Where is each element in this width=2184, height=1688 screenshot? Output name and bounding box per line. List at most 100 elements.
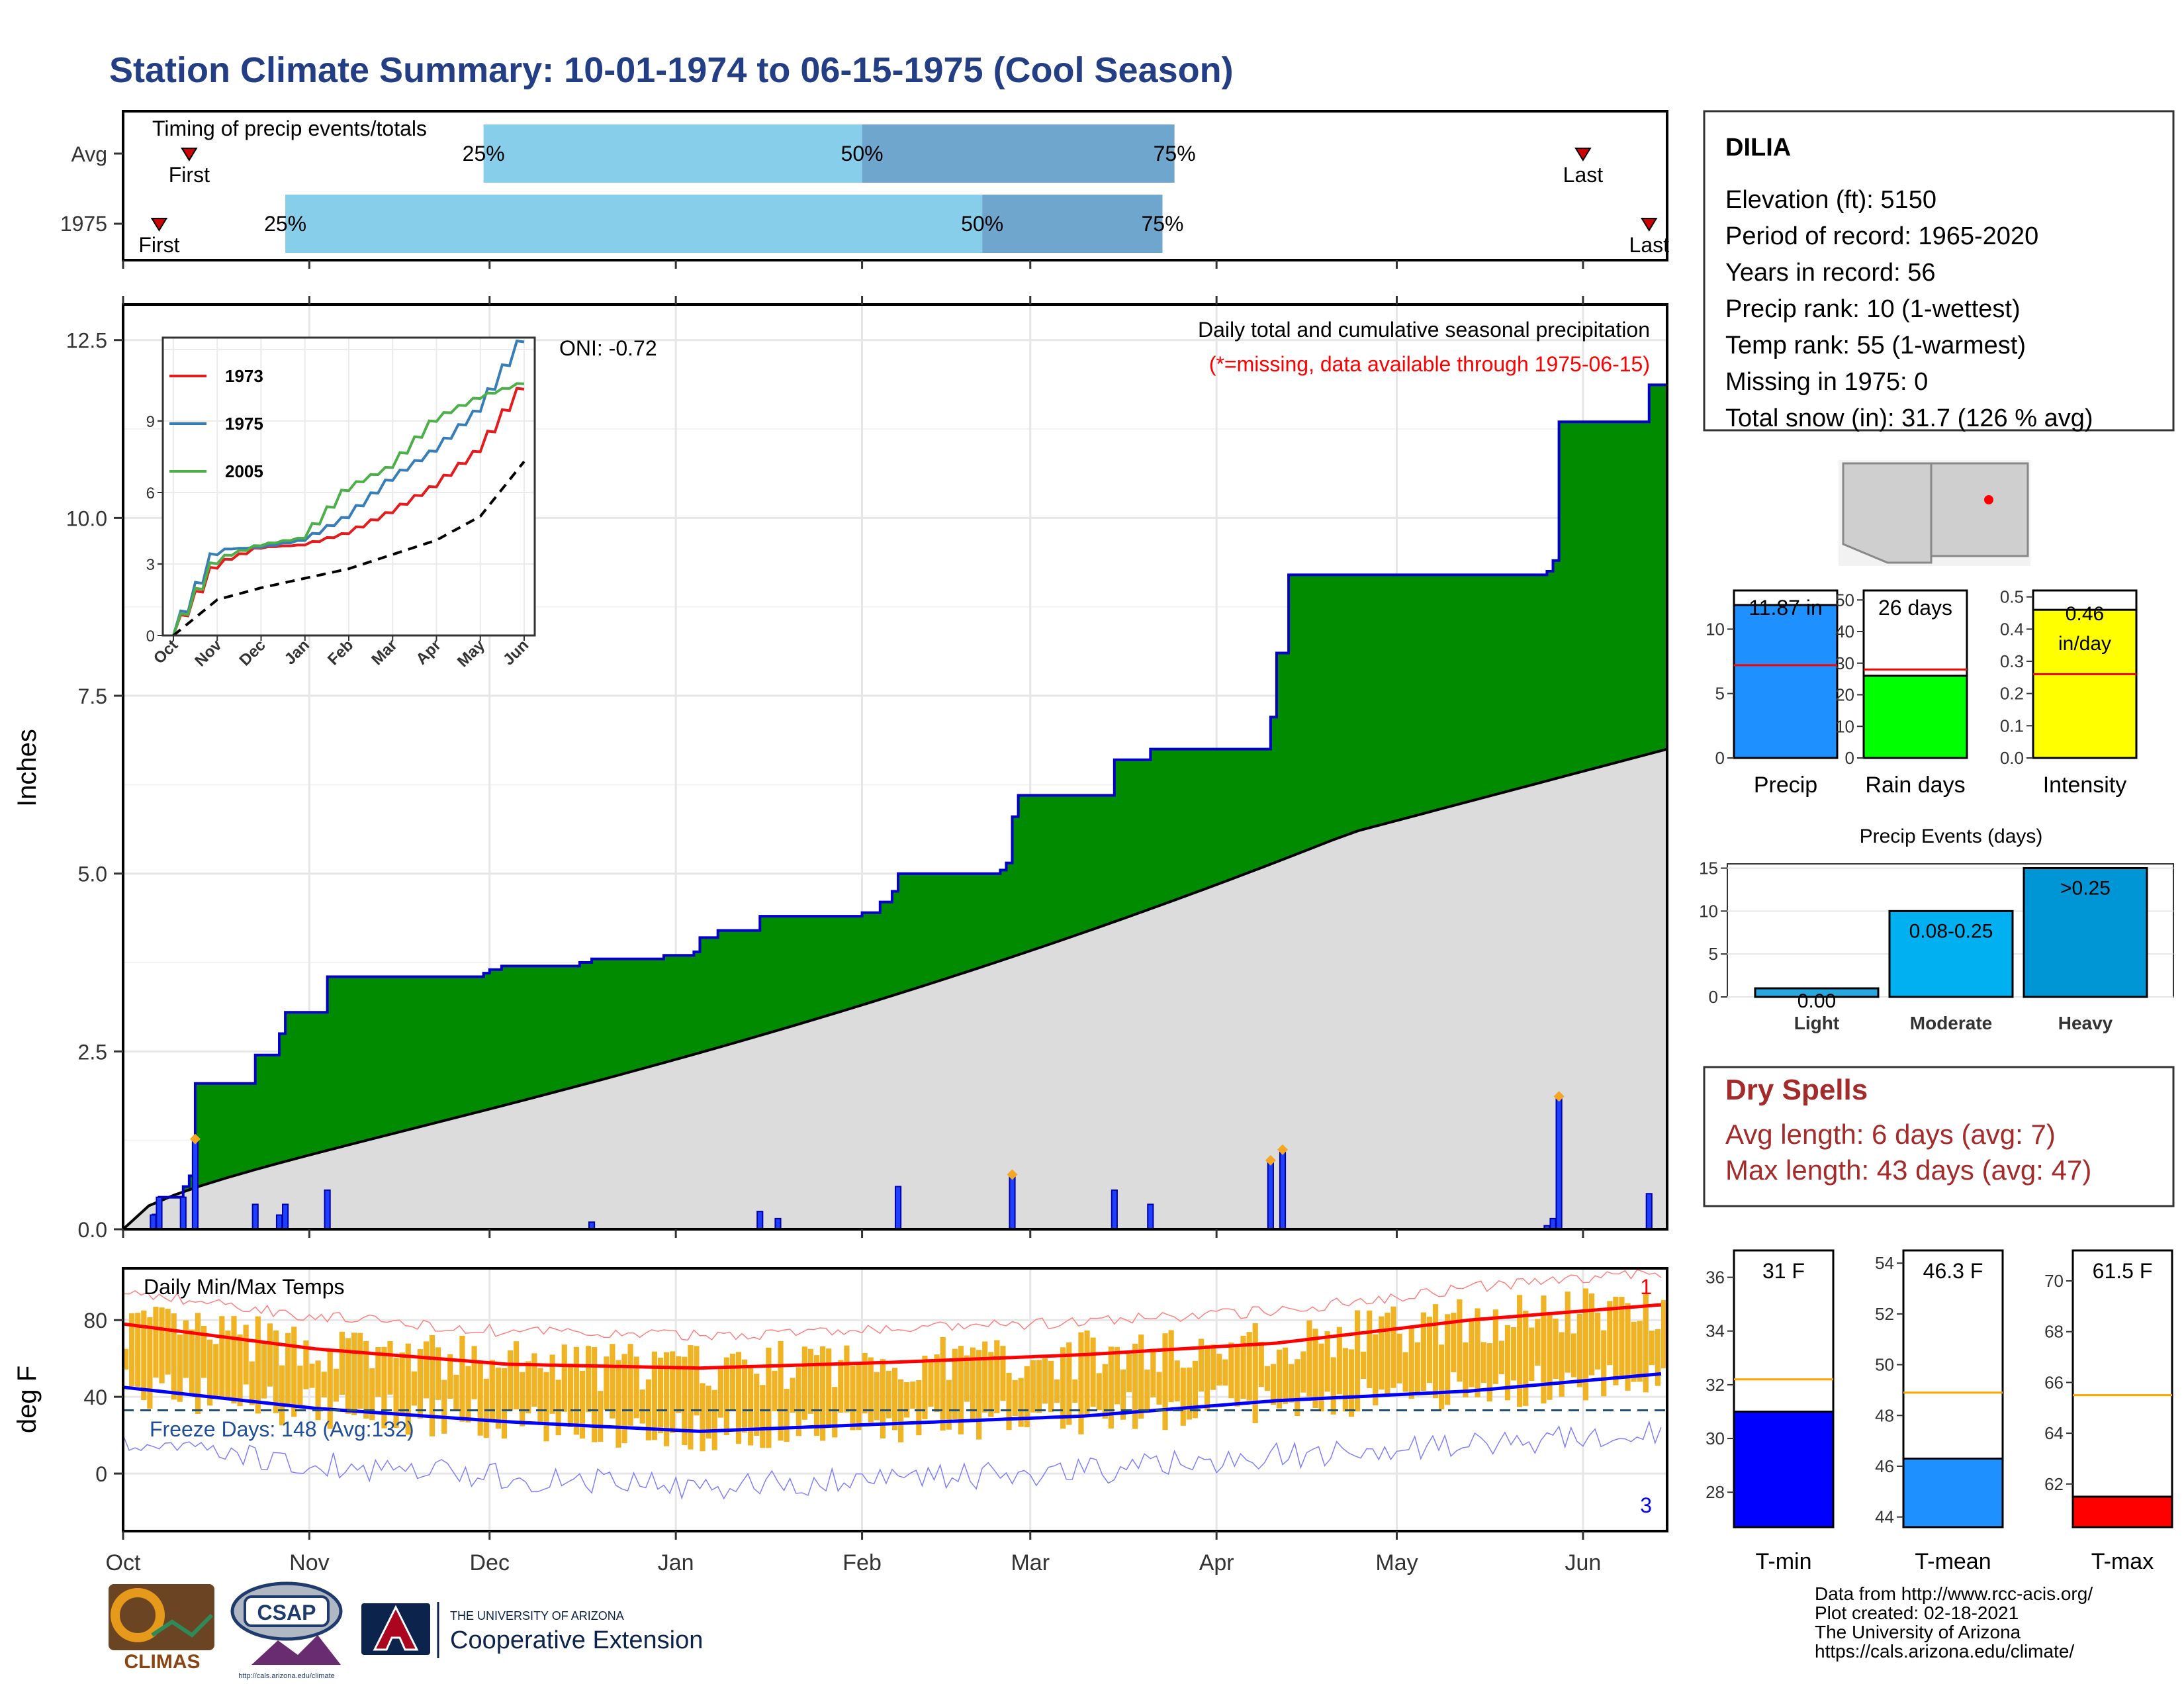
- daily-temp-bar: [705, 1385, 711, 1439]
- precip-areas: [122, 383, 1668, 1231]
- daily-temp-bar: [1426, 1317, 1433, 1383]
- events-bar-label: 0.00: [1797, 990, 1836, 1012]
- freeze-days-label: Freeze Days: 148 (Avg:132): [150, 1417, 414, 1441]
- daily-temp-bar: [754, 1374, 760, 1436]
- events-tick-label: 0: [1709, 987, 1718, 1007]
- csap-mountains: [251, 1635, 341, 1665]
- daily-temp-bar: [1306, 1320, 1312, 1397]
- daily-temp-bar: [676, 1356, 682, 1413]
- daily-temp-bar: [748, 1366, 754, 1446]
- daily-temp-bar: [1042, 1358, 1048, 1404]
- daily-temp-bar: [796, 1367, 801, 1436]
- daily-temp-bar: [838, 1360, 844, 1413]
- mini-bar-tick-label: 0.0: [2000, 748, 2024, 768]
- x-tick-label: Dec: [470, 1550, 510, 1575]
- events-bar-label: 0.08-0.25: [1909, 920, 1993, 942]
- daily-temp-bar: [723, 1357, 729, 1436]
- station-line: Period of record: 1965-2020: [1725, 222, 2038, 250]
- x-tick-label: Mar: [1011, 1550, 1050, 1575]
- credit-line: https://cals.arizona.edu/climate/: [1815, 1641, 2074, 1662]
- average-precip-line: [122, 747, 1668, 1231]
- inset-y-tick-label: 3: [146, 556, 155, 574]
- daily-temp-bar: [1090, 1337, 1096, 1407]
- daily-temp-bar: [1510, 1327, 1517, 1381]
- temp-summary-bar: [1902, 1457, 2004, 1528]
- cumulative-precip-line: [123, 383, 1667, 1231]
- daily-temp-bar: [1486, 1343, 1492, 1402]
- daily-temp-bar: [1541, 1295, 1547, 1404]
- daily-temp-bar: [1529, 1327, 1535, 1382]
- average-precip-area: [123, 749, 1667, 1229]
- daily-temp-bar: [598, 1391, 604, 1442]
- events-tick-label: 5: [1709, 944, 1718, 964]
- daily-temp-bar: [399, 1352, 405, 1414]
- daily-temp-bar: [579, 1370, 586, 1439]
- daily-temp-bar: [627, 1344, 633, 1426]
- precip-y-tick-label: 12.5: [66, 329, 107, 353]
- daily-temp-bar: [760, 1385, 766, 1448]
- daily-temp-bar: [213, 1344, 219, 1396]
- daily-temp-bar: [1625, 1303, 1631, 1391]
- daily-temp-bar: [1361, 1351, 1367, 1379]
- daily-temp-bar: [1132, 1343, 1138, 1429]
- daily-precip-bar: [756, 1211, 764, 1231]
- daily-temp-bar: [261, 1344, 267, 1399]
- daily-temp-bar: [1174, 1360, 1180, 1402]
- timing-first-marker: [150, 218, 168, 232]
- daily-temp-bar: [501, 1368, 508, 1439]
- daily-temp-bar: [1018, 1378, 1024, 1427]
- temp-y-tick-label: 40: [83, 1385, 107, 1409]
- daily-temp-bar: [465, 1366, 471, 1423]
- daily-temp-bar: [1120, 1369, 1126, 1420]
- daily-temp-bar: [573, 1346, 580, 1435]
- inset-legend-label: 1975: [225, 414, 263, 434]
- daily-temp-bar: [910, 1382, 916, 1409]
- mini-bar-tick-label: 0.3: [2000, 651, 2024, 671]
- events-bar: [1754, 987, 1880, 998]
- daily-temp-bar: [1144, 1369, 1150, 1413]
- daily-temp-bar: [183, 1320, 189, 1378]
- daily-temp-bar: [1504, 1325, 1511, 1401]
- daily-temp-bar: [1475, 1308, 1480, 1397]
- daily-temp-bar: [766, 1347, 772, 1448]
- timing-p50-label: 50%: [961, 212, 1003, 236]
- daily-temp-bar: [231, 1316, 237, 1404]
- temp-summary-tick-label: 52: [1875, 1304, 1894, 1324]
- daily-temp-bar: [291, 1327, 297, 1417]
- daily-temp-bar: [219, 1316, 225, 1400]
- daily-temp-bar: [1234, 1346, 1240, 1407]
- daily-temp-bar: [453, 1374, 459, 1411]
- daily-temp-bar: [1354, 1310, 1361, 1412]
- temp-summary-tick-label: 44: [1875, 1507, 1894, 1527]
- daily-temp-bar: [249, 1361, 255, 1405]
- snow-marker: [1007, 1169, 1018, 1180]
- mini-bar-value-label: 11.87 in: [1749, 596, 1823, 620]
- record-max-line: [122, 1269, 1662, 1341]
- timing-last-label: Last: [1563, 163, 1604, 187]
- daily-temp-bar: [561, 1344, 567, 1412]
- daily-temp-bar: [1523, 1311, 1529, 1406]
- daily-temp-bar: [1379, 1316, 1385, 1390]
- daily-temp-bar: [832, 1387, 838, 1438]
- timing-bars: 25% 50% 75% First Last 25% 50% 75% First Last: [138, 124, 1669, 257]
- map-station-dot: [1984, 495, 1993, 504]
- daily-temp-bar: [165, 1309, 171, 1375]
- daily-temp-bar: [1036, 1360, 1042, 1413]
- daily-temp-bar: [1330, 1357, 1336, 1415]
- daily-temp-bar: [1469, 1319, 1475, 1387]
- csap-logo: CSAP http://cals.arizona.edu/climate: [230, 1581, 343, 1680]
- daily-precip-bar: [275, 1214, 283, 1230]
- daily-temp-bar: [351, 1333, 357, 1415]
- daily-temp-bar: [435, 1347, 441, 1400]
- daily-temp-bar: [237, 1334, 243, 1407]
- daily-precip-bar: [1111, 1189, 1118, 1230]
- daily-precip-bar: [1549, 1217, 1557, 1230]
- inset-series-line: [172, 382, 525, 636]
- timing-last-label: Last: [1629, 233, 1670, 257]
- daily-temp-bar: [1390, 1306, 1396, 1388]
- daily-temp-bar: [1457, 1299, 1463, 1382]
- temp-summary-tick-label: 48: [1875, 1405, 1894, 1425]
- snow-marker: [1553, 1091, 1565, 1102]
- station-line: Temp rank: 55 (1-warmest): [1725, 332, 2026, 359]
